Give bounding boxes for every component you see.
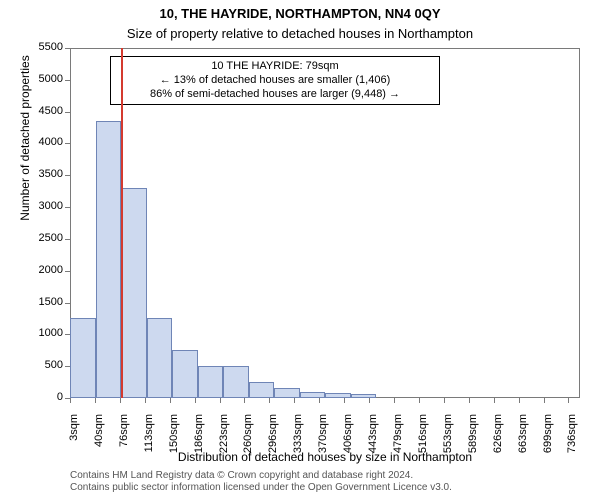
x-tick-label: 370sqm [317, 414, 329, 468]
x-tick-label: 663sqm [517, 414, 529, 468]
y-tick [65, 239, 70, 240]
y-tick-label: 500 [25, 359, 63, 371]
x-tick-label: 186sqm [193, 414, 205, 468]
annotation-line: 10 THE HAYRIDE: 79sqm [117, 60, 433, 74]
y-tick-label: 1500 [25, 296, 63, 308]
y-tick [65, 207, 70, 208]
histogram-bar [351, 394, 377, 398]
x-tick-label: 333sqm [292, 414, 304, 468]
histogram-bar [274, 388, 300, 398]
x-tick-label: 223sqm [218, 414, 230, 468]
x-tick [419, 398, 420, 403]
x-tick-label: 150sqm [168, 414, 180, 468]
x-tick [469, 398, 470, 403]
y-tick-label: 4000 [25, 136, 63, 148]
y-tick-label: 2500 [25, 232, 63, 244]
x-tick-label: 553sqm [442, 414, 454, 468]
x-tick [220, 398, 221, 403]
x-tick-label: 406sqm [342, 414, 354, 468]
histogram-bar [300, 392, 326, 398]
x-tick-label: 589sqm [467, 414, 479, 468]
chart-subtitle: Size of property relative to detached ho… [0, 26, 600, 41]
histogram-bar [121, 188, 147, 398]
y-tick [65, 112, 70, 113]
x-tick [344, 398, 345, 403]
x-tick-label: 479sqm [392, 414, 404, 468]
annotation-box: 10 THE HAYRIDE: 79sqm ← 13% of detached … [110, 56, 440, 105]
x-tick [70, 398, 71, 403]
chart-title: 10, THE HAYRIDE, NORTHAMPTON, NN4 0QY [0, 6, 600, 21]
y-tick [65, 80, 70, 81]
x-tick-label: 443sqm [367, 414, 379, 468]
histogram-bar [147, 318, 173, 398]
x-tick-label: 260sqm [242, 414, 254, 468]
x-tick-label: 113sqm [143, 414, 155, 468]
x-tick [444, 398, 445, 403]
y-tick-label: 3500 [25, 168, 63, 180]
x-tick-label: 626sqm [492, 414, 504, 468]
x-tick [294, 398, 295, 403]
y-tick [65, 303, 70, 304]
x-tick [120, 398, 121, 403]
x-tick-label: 736sqm [566, 414, 578, 468]
x-tick-label: 516sqm [417, 414, 429, 468]
footer-line: Contains public sector information licen… [70, 482, 452, 494]
footer-text: Contains HM Land Registry data © Crown c… [70, 470, 452, 494]
x-tick [369, 398, 370, 403]
y-tick-label: 5500 [25, 41, 63, 53]
x-tick [568, 398, 569, 403]
y-tick-label: 2000 [25, 264, 63, 276]
reference-line [121, 48, 123, 398]
y-tick-label: 4500 [25, 105, 63, 117]
y-tick [65, 175, 70, 176]
footer-line: Contains HM Land Registry data © Crown c… [70, 470, 452, 482]
y-tick-label: 1000 [25, 327, 63, 339]
y-tick [65, 143, 70, 144]
x-tick-label: 40sqm [93, 414, 105, 468]
annotation-line: 86% of semi-detached houses are larger (… [117, 88, 433, 102]
histogram-bar [96, 121, 122, 398]
histogram-bar [249, 382, 275, 398]
x-tick-label: 3sqm [68, 414, 80, 468]
histogram-bar [172, 350, 198, 398]
x-tick [544, 398, 545, 403]
histogram-bar [198, 366, 224, 398]
histogram-bar [70, 318, 96, 398]
histogram-bar [223, 366, 249, 398]
x-tick [145, 398, 146, 403]
x-tick [170, 398, 171, 403]
x-tick-label: 296sqm [267, 414, 279, 468]
x-tick [269, 398, 270, 403]
x-tick [519, 398, 520, 403]
y-tick [65, 48, 70, 49]
histogram-bar [325, 393, 351, 398]
y-tick-label: 5000 [25, 73, 63, 85]
y-tick [65, 271, 70, 272]
annotation-line: ← 13% of detached houses are smaller (1,… [117, 74, 433, 88]
y-tick-label: 3000 [25, 200, 63, 212]
x-tick [394, 398, 395, 403]
x-tick [244, 398, 245, 403]
x-tick [195, 398, 196, 403]
y-tick-label: 0 [25, 391, 63, 403]
x-tick [95, 398, 96, 403]
x-tick [494, 398, 495, 403]
x-tick-label: 699sqm [542, 414, 554, 468]
x-tick-label: 76sqm [118, 414, 130, 468]
x-tick [319, 398, 320, 403]
chart-container: 10, THE HAYRIDE, NORTHAMPTON, NN4 0QY Si… [0, 0, 600, 500]
